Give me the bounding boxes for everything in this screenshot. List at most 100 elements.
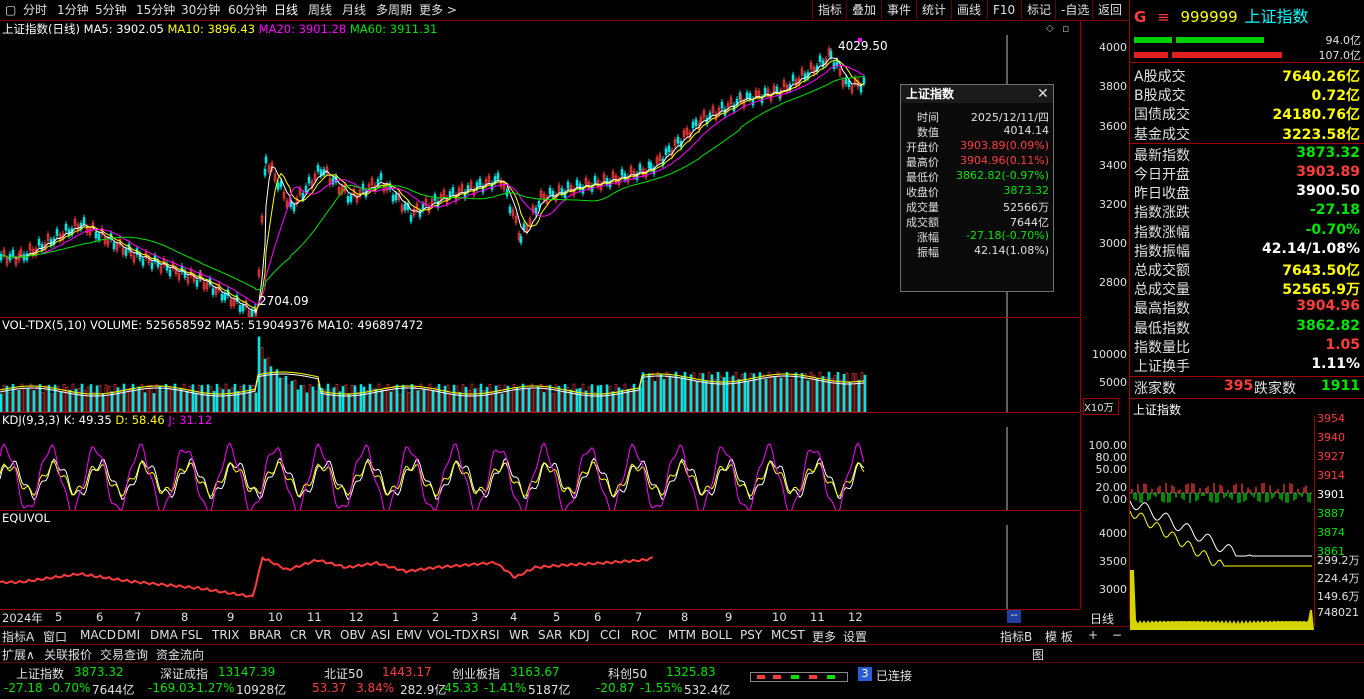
quote-label: 昨日收盘 [1134, 186, 1190, 203]
quote-row: 最低指数 3862.82 [1134, 318, 1362, 337]
x-axis-label: 11 [810, 610, 825, 624]
indicator-tab-1[interactable]: 窗口 [43, 630, 68, 644]
window-toggle-icon[interactable]: ▫ [1062, 22, 1070, 35]
indicator-right-button-1[interactable]: 模 板 [1045, 630, 1073, 644]
period-tab-9[interactable]: 多周期 [376, 3, 413, 17]
index-name[interactable]: 深证成指 [160, 667, 209, 681]
candle-body [451, 187, 455, 194]
toolbar-button-8[interactable]: 返回 [1098, 3, 1123, 17]
index-name[interactable]: 上证指数 [16, 667, 65, 681]
kdj-panel[interactable]: KDJ(9,3,3) K: 49.35 D: 58.46 J: 31.12 [0, 413, 1080, 511]
quote-label: 指数涨幅 [1134, 224, 1190, 241]
volume-bar [452, 384, 456, 412]
indicator-tab-9[interactable]: VR [315, 628, 332, 642]
volume-bar [464, 386, 468, 412]
chart-toggle-button[interactable]: 图 [1032, 648, 1045, 662]
indicator-tab-0[interactable]: 指标A [2, 630, 35, 644]
candle-body [85, 226, 89, 234]
x-axis-label: 4 [510, 610, 518, 624]
volume-bar [797, 381, 801, 412]
indicator-tab-25[interactable]: 设置 [843, 630, 868, 644]
intraday-mini-chart[interactable] [1130, 416, 1314, 634]
toolbar-button-0[interactable]: 指标 [818, 3, 843, 17]
index-name[interactable]: 科创50 [608, 667, 648, 681]
volume-bar [17, 390, 21, 412]
toolbar-button-6[interactable]: 标记 [1027, 3, 1052, 17]
diamond-icon[interactable]: ◇ [1046, 23, 1054, 34]
toolbar-button-4[interactable]: 画线 [957, 3, 982, 17]
indicator-tab-15[interactable]: WR [509, 628, 530, 642]
nav-tab-0[interactable]: 扩展∧ [2, 648, 35, 662]
nav-tab-1[interactable]: 关联报价 [44, 648, 93, 662]
toolbar-button-3[interactable]: 统计 [922, 3, 947, 17]
period-tab-2[interactable]: 5分钟 [95, 3, 127, 17]
period-tab-6[interactable]: 日线 [274, 3, 299, 17]
indicator-right-button-0[interactable]: 指标B [1000, 630, 1033, 644]
indicator-tab-6[interactable]: TRIX [212, 628, 240, 642]
indicator-tab-10[interactable]: OBV [340, 628, 366, 642]
toolbar-button-7[interactable]: -自选 [1061, 3, 1090, 17]
indicator-right-button-3[interactable]: − [1112, 628, 1123, 642]
toolbar-button-5[interactable]: F10 [993, 3, 1016, 17]
indicator-tab-8[interactable]: CR [290, 628, 307, 642]
kline-legend: 上证指数(日线) MA5: 3902.05 MA10: 3896.43 MA20… [2, 21, 437, 37]
period-tab-7[interactable]: 周线 [308, 3, 333, 17]
indicator-tab-3[interactable]: DMI [117, 628, 141, 642]
indicator-tab-22[interactable]: PSY [740, 628, 763, 642]
indicator-tab-4[interactable]: DMA [150, 628, 178, 642]
indicator-tab-18[interactable]: CCI [600, 628, 621, 642]
volume-bar [86, 386, 90, 412]
toolbar-button-2[interactable]: 事件 [887, 3, 912, 17]
nav-tab-3[interactable]: 资金流向 [156, 648, 205, 662]
candle-body [168, 269, 172, 277]
quote-value: 3904.96 [1296, 298, 1360, 315]
nav-tab-2[interactable]: 交易查询 [100, 648, 149, 662]
kline-panel[interactable]: 上证指数(日线) MA5: 3902.05 MA10: 3896.43 MA20… [0, 21, 1080, 318]
indicator-tab-5[interactable]: FSL [181, 628, 202, 642]
indicator-tab-17[interactable]: KDJ [569, 628, 590, 642]
candle-body [496, 172, 500, 180]
indicator-tab-23[interactable]: MCST [771, 628, 805, 642]
period-tab-1[interactable]: 1分钟 [57, 3, 89, 17]
index-name[interactable]: 创业板指 [452, 667, 501, 681]
period-tab-0[interactable]: 分时 [23, 3, 48, 17]
indicator-tab-20[interactable]: MTM [668, 628, 697, 642]
indicator-tab-11[interactable]: ASI [371, 628, 391, 642]
indicator-tab-13[interactable]: VOL-TDX [427, 628, 479, 642]
indicator-tab-19[interactable]: ROC [631, 628, 658, 642]
period-tab-3[interactable]: 15分钟 [136, 3, 176, 17]
indicator-tab-24[interactable]: 更多 [812, 630, 837, 644]
volume-bar [674, 371, 678, 412]
toolbar-separator [1055, 0, 1056, 20]
indicator-tab-21[interactable]: BOLL [701, 628, 732, 642]
volume-panel[interactable]: VOL-TDX(5,10) VOLUME: 525658592 MA5: 519… [0, 318, 1080, 413]
period-tab-8[interactable]: 月线 [342, 3, 367, 17]
volume-bar [41, 392, 45, 412]
indicator-tab-2[interactable]: MACD [80, 628, 116, 642]
menu-icon[interactable]: ≡ [1157, 8, 1170, 26]
candle-body [282, 191, 286, 199]
quote-value: 1.05 [1325, 336, 1360, 353]
toolbar-menu-icon[interactable]: ▢ [5, 3, 17, 17]
volume-bar [671, 377, 675, 412]
toolbar-separator [916, 0, 917, 20]
period-tab-5[interactable]: 60分钟 [228, 3, 268, 17]
volume-bar [89, 384, 93, 412]
indicator-tab-7[interactable]: BRAR [249, 628, 282, 642]
indicator-right-button-2[interactable]: + [1088, 628, 1099, 642]
x-axis-label: 5 [553, 610, 561, 624]
close-icon[interactable]: ✕ [1037, 86, 1049, 102]
index-name[interactable]: 北证50 [324, 667, 364, 681]
indicator-tab-16[interactable]: SAR [538, 628, 563, 642]
candle-body [481, 185, 485, 193]
mini-volume-tick: 299.2万 [1317, 554, 1360, 567]
period-tab-10[interactable]: 更多 > [419, 3, 457, 17]
indicator-tab-14[interactable]: RSI [480, 628, 500, 642]
equvol-panel[interactable]: EQUVOL [0, 511, 1080, 610]
toolbar-button-1[interactable]: 叠加 [852, 3, 877, 17]
quote-value: 0.72亿 [1311, 88, 1360, 105]
period-label[interactable]: 日线 [1090, 612, 1115, 626]
period-tab-4[interactable]: 30分钟 [181, 3, 221, 17]
indicator-tab-12[interactable]: EMV [396, 628, 423, 642]
connection-status[interactable]: 已连接 [876, 669, 913, 683]
